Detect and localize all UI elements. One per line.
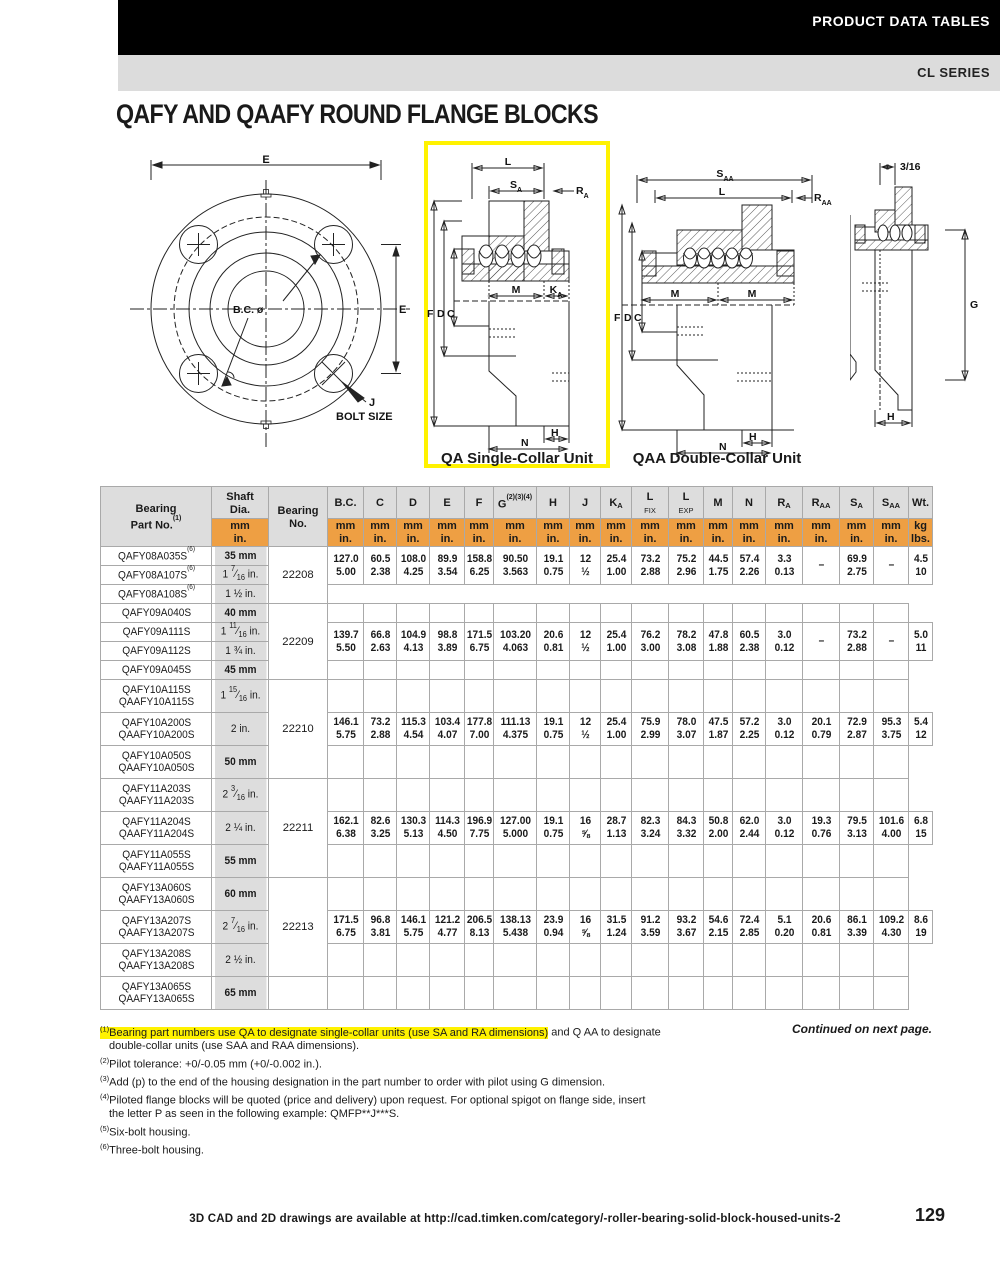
- svg-text:H: H: [887, 411, 895, 423]
- svg-text:N: N: [521, 437, 529, 449]
- svg-text:3/16: 3/16: [900, 161, 921, 173]
- svg-text:L: L: [719, 186, 726, 198]
- svg-text:H: H: [551, 427, 559, 439]
- svg-text:M: M: [748, 288, 757, 300]
- svg-text:L: L: [505, 156, 512, 168]
- svg-text:RA: RA: [576, 185, 589, 200]
- svg-text:H: H: [749, 431, 757, 443]
- svg-text:D: D: [437, 308, 445, 320]
- svg-text:F: F: [427, 308, 434, 320]
- svg-text:D: D: [624, 312, 632, 324]
- svg-text:C: C: [447, 308, 455, 320]
- svg-text:E: E: [399, 304, 406, 316]
- svg-text:RAA: RAA: [814, 192, 832, 207]
- svg-text:G: G: [970, 299, 978, 311]
- svg-text:C: C: [634, 312, 642, 324]
- svg-text:BOLT SIZE: BOLT SIZE: [336, 411, 393, 423]
- svg-text:F: F: [614, 312, 621, 324]
- svg-text:J: J: [369, 397, 375, 409]
- svg-text:M: M: [512, 284, 521, 296]
- svg-text:M: M: [671, 288, 680, 300]
- svg-text:E: E: [262, 154, 269, 166]
- svg-text:B.C. ø: B.C. ø: [233, 304, 264, 316]
